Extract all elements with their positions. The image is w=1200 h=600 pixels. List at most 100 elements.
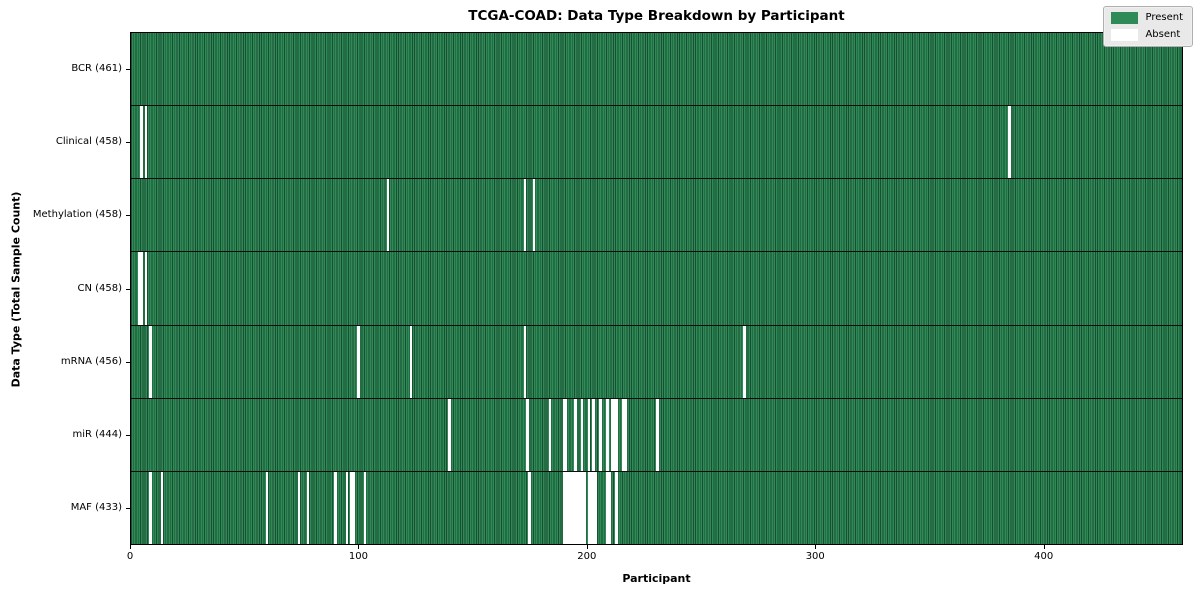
y-tick-mark	[126, 361, 130, 363]
absent-gap	[352, 471, 355, 544]
absent-gap	[743, 325, 746, 398]
absent-gap	[350, 471, 353, 544]
absent-gap	[528, 471, 531, 544]
absent-gap	[571, 471, 575, 544]
y-tick-mark	[126, 68, 130, 70]
y-tick-label-methylation: Methylation (458)	[32, 209, 122, 221]
absent-gap	[526, 398, 529, 471]
absent-gap	[594, 471, 598, 544]
row-cn	[131, 252, 1182, 326]
absent-gap	[386, 179, 390, 252]
absent-gap	[160, 471, 164, 544]
legend-label: Present	[1145, 12, 1183, 23]
legend-item-present: Present	[1111, 12, 1183, 24]
present-swatch-icon	[1111, 12, 1139, 24]
absent-gap	[621, 398, 625, 471]
absent-gap	[578, 471, 582, 544]
absent-gap	[363, 471, 367, 544]
absent-gap	[605, 471, 609, 544]
absent-gap	[592, 398, 595, 471]
chart-title: TCGA-COAD: Data Type Breakdown by Partic…	[468, 8, 845, 24]
absent-gap	[573, 471, 577, 544]
x-tick-mark	[130, 545, 131, 549]
absent-gap	[599, 398, 602, 471]
x-tick-mark	[358, 545, 360, 549]
absent-gap	[564, 398, 568, 471]
absent-gap	[580, 471, 584, 544]
absent-gap	[523, 325, 527, 398]
row-mir	[131, 398, 1182, 472]
legend: Present Absent	[1103, 6, 1193, 47]
absent-gap	[573, 398, 577, 471]
absent-gap	[356, 325, 360, 398]
absent-gap	[334, 471, 337, 544]
absent-gap	[139, 252, 143, 325]
absent-gap	[345, 471, 349, 544]
absent-gap	[576, 471, 579, 544]
y-tick-label-cn: CN (458)	[77, 282, 122, 294]
x-tick-label-100: 100	[348, 551, 368, 562]
y-tick-label-mrna: mRNA (456)	[60, 355, 122, 367]
x-tick-mark	[586, 545, 588, 549]
y-tick-label-bcr: BCR (461)	[71, 62, 122, 74]
absent-gap	[564, 471, 568, 544]
absent-gap	[567, 471, 570, 544]
absent-gap	[149, 471, 152, 544]
absent-gap	[589, 471, 593, 544]
absent-gap	[587, 471, 591, 544]
absent-swatch-icon	[1111, 29, 1139, 41]
y-tick-mark	[126, 435, 130, 437]
plot-area	[130, 32, 1183, 545]
absent-gap	[562, 398, 566, 471]
x-tick-mark	[1043, 545, 1045, 549]
absent-gap	[608, 471, 611, 544]
x-tick-label-200: 200	[577, 551, 597, 562]
absent-gap	[139, 106, 143, 179]
absent-gap	[137, 252, 141, 325]
absent-gap	[532, 179, 536, 252]
absent-gap	[610, 398, 614, 471]
x-tick-label-300: 300	[805, 551, 825, 562]
absent-gap	[612, 398, 616, 471]
absent-gap	[615, 471, 618, 544]
absent-gap	[592, 471, 595, 544]
absent-gap	[580, 398, 584, 471]
row-mrna	[131, 325, 1182, 399]
x-tick-label-400: 400	[1034, 551, 1054, 562]
absent-gap	[265, 471, 269, 544]
y-tick-mark	[126, 288, 130, 290]
absent-gap	[624, 398, 627, 471]
absent-gap	[587, 398, 591, 471]
absent-gap	[1007, 106, 1011, 179]
absent-gap	[448, 398, 451, 471]
row-clinical	[131, 106, 1182, 180]
absent-gap	[144, 106, 148, 179]
absent-gap	[569, 471, 572, 544]
y-tick-mark	[126, 215, 130, 217]
y-tick-mark	[126, 508, 130, 510]
absent-gap	[144, 252, 148, 325]
y-tick-label-clinical: Clinical (458)	[55, 135, 122, 147]
y-tick-mark	[126, 141, 130, 143]
legend-item-absent: Absent	[1111, 29, 1183, 41]
absent-gap	[523, 179, 527, 252]
y-tick-label-maf: MAF (433)	[70, 502, 122, 514]
absent-gap	[562, 471, 566, 544]
absent-gap	[548, 398, 552, 471]
row-maf	[131, 471, 1182, 544]
absent-gap	[583, 471, 586, 544]
row-bcr	[131, 33, 1182, 107]
absent-gap	[149, 325, 152, 398]
x-axis-title: Participant	[622, 572, 691, 585]
x-tick-label-0: 0	[126, 551, 134, 562]
row-methylation	[131, 179, 1182, 253]
y-tick-label-mir: miR (444)	[72, 429, 122, 441]
absent-gap	[409, 325, 413, 398]
absent-gap	[306, 471, 310, 544]
legend-label: Absent	[1145, 29, 1181, 40]
absent-gap	[297, 471, 301, 544]
absent-gap	[615, 398, 618, 471]
absent-gap	[656, 398, 659, 471]
absent-gap	[605, 398, 609, 471]
